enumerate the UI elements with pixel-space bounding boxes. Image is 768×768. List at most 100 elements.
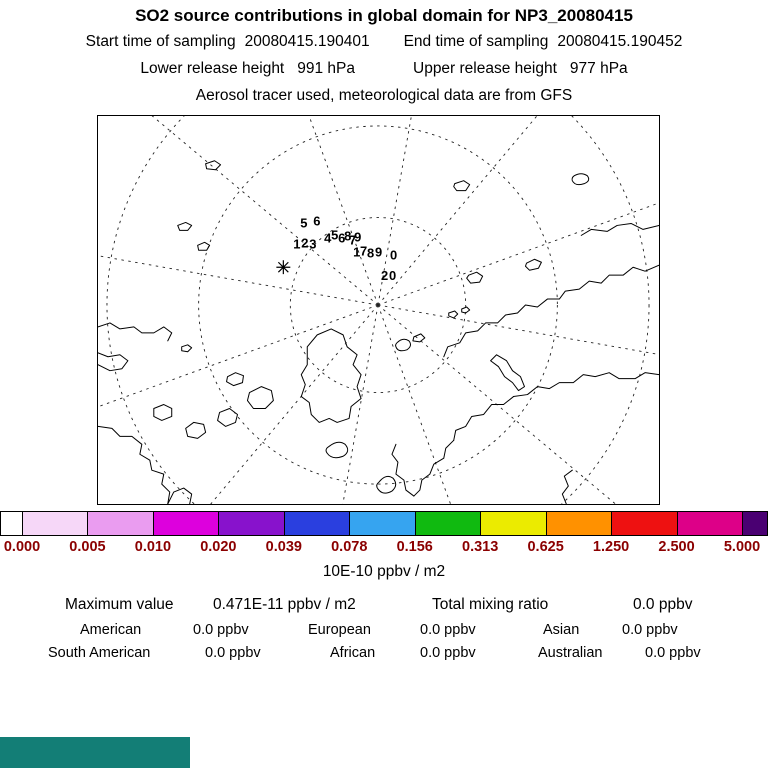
colorbar-tick-label: 0.078	[331, 539, 368, 555]
source-marker: 1	[293, 236, 300, 251]
latitude-circle	[198, 125, 558, 485]
colorbar-cell	[611, 511, 678, 536]
source-marker: 1	[353, 244, 360, 259]
meridian-line	[377, 116, 412, 306]
colorbar-tick-label: 0.010	[134, 539, 172, 555]
colorbar-cap-left	[0, 511, 23, 536]
colorbar-cell	[414, 511, 482, 536]
map-graticule	[98, 116, 659, 504]
region-value: 0.0 ppbv	[622, 622, 678, 638]
colorbar-tick-label: 1.250	[592, 539, 630, 555]
region-value: 0.0 ppbv	[645, 645, 701, 661]
colorbar-cell	[152, 511, 220, 536]
colorbar-cell	[480, 511, 547, 536]
meridian-line	[377, 202, 659, 306]
lower-release-value: 991 hPa	[297, 60, 355, 77]
max-value-label: Maximum value	[65, 596, 174, 613]
colorbar-tick-label: 0.039	[265, 539, 302, 555]
sampling-times-line: Start time of sampling 20080415.190401 En…	[0, 33, 768, 51]
source-marker: 5	[300, 215, 307, 230]
region-label: Australian	[538, 645, 603, 661]
source-marker: 0	[390, 247, 397, 262]
max-value: 0.471E-11 ppbv / m2	[213, 596, 356, 613]
page-title: SO2 source contributions in global domai…	[135, 6, 633, 25]
meridian-line	[98, 304, 379, 408]
footer-bar	[0, 737, 190, 768]
lower-release-pair: Lower release height 991 hPa	[140, 60, 355, 78]
colorbar-cell	[545, 511, 613, 536]
latitude-circle	[289, 217, 467, 394]
source-marker: 6	[313, 213, 320, 228]
source-marker: 7	[360, 243, 367, 258]
meridian-line	[151, 116, 379, 306]
colorbar-cell	[87, 511, 154, 536]
region-value: 0.0 ppbv	[205, 645, 261, 661]
source-marker: 8	[367, 245, 374, 260]
tracer-note: Aerosol tracer used, meteorological data…	[195, 87, 573, 104]
latitude-circle	[106, 116, 650, 504]
region-value: 0.0 ppbv	[420, 645, 476, 661]
colorbar-tick-label: 0.156	[396, 539, 433, 555]
source-marker: 6	[338, 230, 345, 245]
colorbar-tick-label: 0.313	[462, 539, 499, 555]
source-marker: 5	[331, 227, 338, 242]
source-marker: 9	[354, 229, 361, 244]
colorbar-tick-label: 2.500	[658, 539, 695, 555]
colorbar-cell	[218, 511, 285, 536]
region-label: African	[330, 645, 376, 661]
source-marker: 4	[324, 230, 332, 245]
release-heights-line: Lower release height 991 hPa Upper releas…	[0, 60, 768, 78]
region-value: 0.0 ppbv	[193, 622, 249, 638]
meridian-line	[377, 116, 538, 306]
end-time-label: End time of sampling	[403, 33, 549, 50]
stats-block: Maximum value 0.471E-11 ppbv / m2 Total mi…	[0, 594, 768, 669]
lower-release-label: Lower release height	[140, 60, 285, 77]
start-time-value: 20080415.190401	[244, 33, 370, 50]
coastlines	[98, 160, 659, 504]
colorbar-cap-right	[742, 511, 768, 536]
source-marker: 8	[344, 228, 351, 243]
source-marker: 2	[381, 268, 388, 283]
meridian-line	[377, 304, 617, 504]
colorbar-tick-label: 0.005	[69, 539, 106, 555]
colorbar-tick-label: 5.000	[723, 539, 761, 555]
release-point-marker	[276, 260, 291, 275]
colorbar-tick-label: 0.000	[3, 539, 41, 555]
region-value: 0.0 ppbv	[420, 622, 476, 638]
start-time-pair: Start time of sampling 20080415.190401	[86, 33, 370, 51]
meridian-line	[342, 304, 379, 504]
meridian-line	[308, 116, 379, 306]
region-label: Asian	[543, 622, 580, 638]
colorbar-tick-labels: 0.000 0.005 0.010 0.020 0.039 0.078 0.156 0.313…	[0, 539, 768, 557]
meridian-line	[210, 304, 379, 504]
meridian-line	[377, 304, 452, 504]
upper-release-label: Upper release height	[413, 60, 557, 77]
upper-release-pair: Upper release height 977 hPa	[413, 60, 628, 78]
end-time-pair: End time of sampling 20080415.190452	[404, 33, 683, 51]
total-ratio-label: Total mixing ratio	[432, 596, 549, 613]
colorbar-units: 10E-10 ppbv / m2	[322, 563, 446, 580]
source-marker: 7	[349, 232, 356, 247]
colorbar-tick-label: 0.625	[527, 539, 564, 555]
region-label: European	[308, 622, 371, 638]
start-time-label: Start time of sampling	[85, 33, 236, 50]
colorbar	[0, 511, 768, 536]
source-marker: 0	[389, 268, 396, 283]
source-marker: 3	[309, 236, 316, 251]
source-marker: 2	[301, 235, 308, 250]
region-label: South American	[48, 645, 151, 661]
region-label: American	[80, 622, 142, 638]
upper-release-value: 977 hPa	[569, 60, 628, 77]
end-time-value: 20080415.190452	[557, 33, 683, 50]
source-marker: 9	[375, 244, 382, 259]
meridian-line	[98, 255, 379, 306]
colorbar-cell	[349, 511, 416, 536]
total-ratio-value: 0.0 ppbv	[633, 596, 693, 613]
colorbar-cell	[676, 511, 743, 536]
colorbar-cell	[283, 511, 351, 536]
colorbar-tick-label: 0.020	[200, 539, 237, 555]
